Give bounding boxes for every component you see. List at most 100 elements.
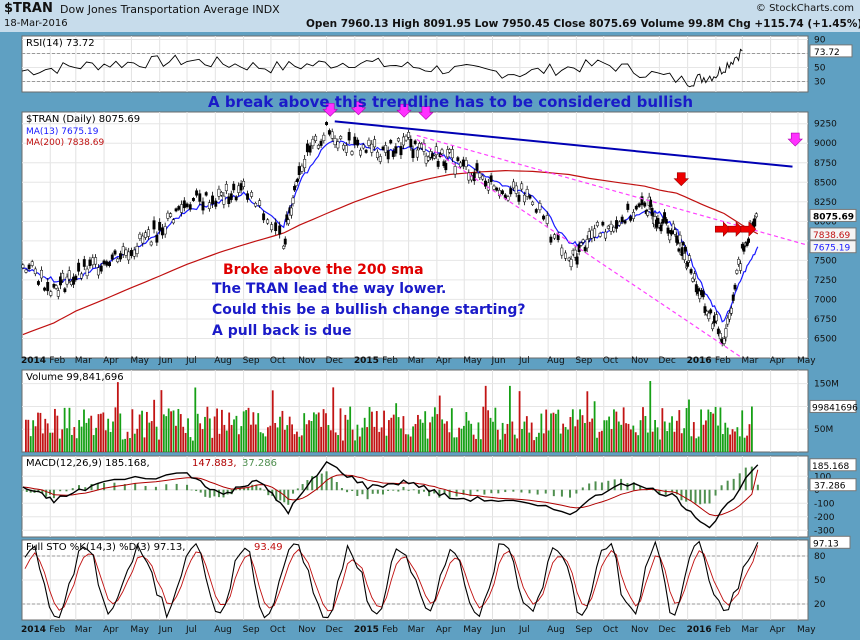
volume-bar: [492, 421, 494, 452]
macd-histogram-bar: [77, 485, 80, 491]
macd-histogram-bar: [45, 489, 48, 497]
volume-bar: [349, 406, 352, 452]
macd-histogram-bar: [320, 473, 323, 491]
x-tick-label: Apr: [103, 625, 119, 635]
volume-bar: [66, 428, 68, 452]
macd-histogram-bar: [428, 489, 431, 497]
price-candle: [327, 130, 331, 135]
volume-bar: [375, 411, 378, 452]
volume-bar: [269, 425, 272, 452]
volume-bar: [608, 416, 611, 452]
price-candle: [671, 223, 675, 231]
volume-bar: [320, 426, 323, 452]
macd-histogram-bar: [490, 489, 493, 494]
volume-bar: [283, 429, 286, 452]
volume-bar: [506, 423, 509, 452]
volume-bar: [535, 436, 538, 452]
volume-bar: [402, 416, 405, 452]
volume-bar: [322, 409, 325, 452]
price-candle: [381, 146, 385, 150]
volume-bar: [170, 411, 172, 452]
volume-bar: [557, 409, 560, 452]
volume-bar: [540, 413, 543, 452]
macd-histogram-bar: [267, 489, 270, 496]
volume-bar: [400, 428, 402, 452]
volume-bar: [252, 412, 255, 452]
x-tick-label: Mar: [741, 356, 758, 366]
price-title: $TRAN (Daily) 8075.69: [26, 114, 140, 125]
price-candle: [467, 172, 471, 181]
price-candle: [677, 248, 681, 252]
volume-bar: [547, 430, 550, 452]
magenta-arrow-icon: [787, 132, 803, 147]
price-candle: [739, 263, 742, 271]
price-candle: [673, 229, 677, 235]
volume-bar: [494, 407, 497, 452]
x-tick-label: Sep: [575, 625, 592, 635]
macd-histogram-bar: [569, 489, 572, 498]
macd-histogram-bar: [366, 489, 369, 500]
volume-bar: [196, 413, 199, 452]
volume-bar: [104, 430, 107, 452]
price-candle: [333, 138, 337, 146]
price-candle: [322, 134, 326, 141]
volume-bar: [649, 381, 652, 452]
price-candle: [512, 181, 515, 189]
volume-bar: [675, 420, 678, 452]
volume-bar: [262, 433, 264, 452]
price-candle: [478, 172, 482, 178]
price-candle: [747, 238, 750, 243]
macd-histogram-bar: [238, 488, 241, 491]
macd-histogram-bar: [296, 488, 299, 491]
volume-bar: [562, 423, 565, 452]
x-tick-label: Nov: [298, 356, 316, 366]
price-candle: [569, 259, 573, 268]
x-tick-label: Aug: [547, 356, 565, 366]
x-tick-label: 2016: [687, 356, 712, 366]
price-candle: [620, 216, 624, 223]
price-candle: [105, 261, 109, 266]
volume-bar: [80, 426, 83, 452]
chart-area: 2014 Feb Mar Apr May Jun Jul Aug Sep Oct Nov Dec 201…: [21, 35, 858, 635]
volume-bar: [678, 410, 681, 452]
price-candle: [291, 197, 295, 204]
volume-bar: [225, 430, 228, 452]
volume-bar: [576, 419, 579, 452]
x-tick-label: May: [463, 625, 482, 635]
volume-bar: [554, 413, 557, 452]
volume-bar: [613, 409, 615, 452]
x-tick-label: May: [463, 356, 482, 366]
volume-bar: [448, 432, 451, 452]
price-candle: [155, 234, 159, 243]
volume-bar: [748, 424, 751, 452]
price-candle: [434, 146, 438, 155]
macd-histogram-bar: [234, 488, 237, 491]
volume-bar: [133, 433, 136, 452]
macd-histogram-bar: [387, 489, 390, 491]
price-candle: [339, 136, 343, 140]
volume-bar: [741, 410, 744, 452]
price-candle: [694, 284, 698, 293]
macd-histogram-bar: [29, 489, 32, 493]
macd-hist-box: [809, 478, 857, 492]
price-candle: [364, 149, 368, 153]
volume-bar: [463, 425, 465, 452]
volume-bar: [194, 387, 197, 452]
y-tick-label: 100: [814, 472, 831, 482]
volume-bar: [172, 410, 175, 452]
price-candle: [282, 245, 286, 249]
price-candle: [470, 174, 473, 181]
magenta-arrow-icon: [322, 103, 338, 117]
price-candle: [305, 143, 309, 153]
volume-bar: [446, 421, 448, 452]
price-candle: [459, 162, 463, 168]
x-tick-label: Oct: [603, 356, 619, 366]
price-candle: [30, 261, 34, 266]
price-candle: [724, 328, 728, 338]
volume-bar: [116, 382, 119, 452]
x-tick-label: Aug: [547, 625, 565, 635]
volume-bar: [85, 422, 88, 452]
volume-bar: [177, 408, 180, 452]
sto-last-box: [809, 535, 851, 549]
price-candle: [396, 138, 400, 142]
